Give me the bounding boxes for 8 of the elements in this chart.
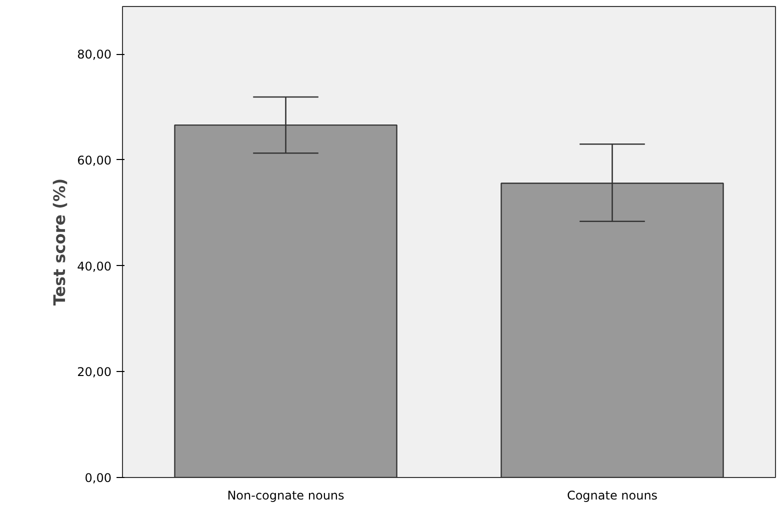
y-tick-label: 80,00 (77, 48, 112, 62)
y-tick-label: 60,00 (77, 153, 112, 168)
y-tick-label: 0,00 (84, 471, 112, 485)
x-tick-label: Non-cognate nouns (227, 488, 344, 502)
x-tick-label: Cognate nouns (566, 488, 658, 502)
y-axis-title: Test score (%) (50, 178, 70, 306)
y-tick-label: 40,00 (77, 259, 112, 274)
y-tick-label: 20,00 (77, 365, 112, 380)
